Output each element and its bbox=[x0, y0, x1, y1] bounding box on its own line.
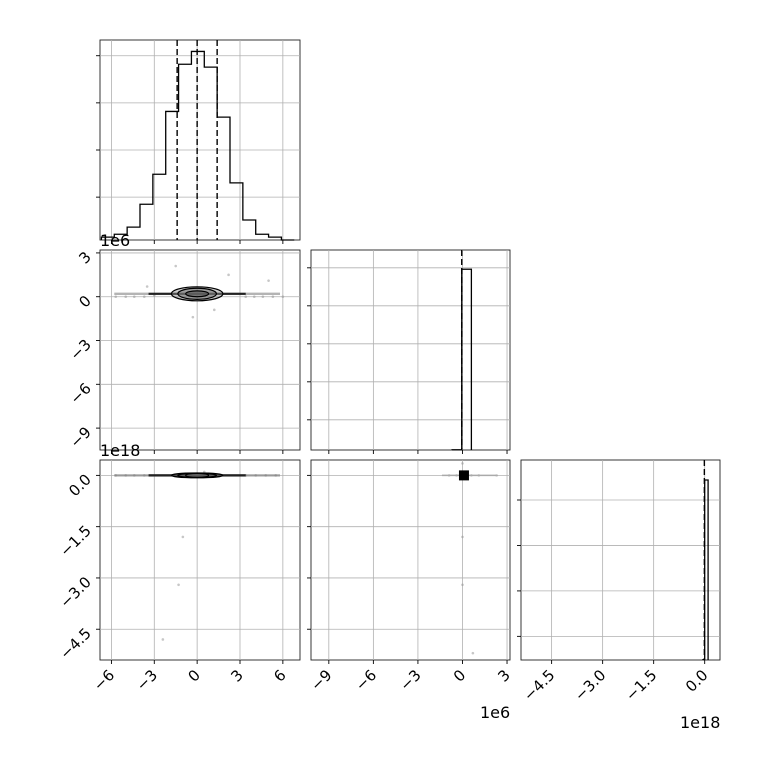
x-tick-label: −3 bbox=[396, 666, 424, 694]
x-tick-label: −6 bbox=[352, 666, 380, 694]
y-tick-label: 0.0 bbox=[65, 470, 95, 500]
panel-scatter-2-1 bbox=[307, 459, 511, 664]
y-tick-label: −3 bbox=[66, 336, 94, 364]
y-offset-label-row-1: 1e6 bbox=[100, 231, 130, 250]
panel-scatter-1-0: 3 0 −3 −6 −9 bbox=[66, 248, 301, 454]
scatter-point bbox=[161, 638, 165, 641]
panel-frame bbox=[310, 249, 511, 451]
panel-frame bbox=[99, 249, 301, 451]
scatter-point bbox=[181, 535, 185, 539]
histogram-step-line bbox=[100, 50, 295, 241]
scatter-point bbox=[471, 651, 475, 655]
scatter-point bbox=[461, 535, 464, 539]
scatter-point bbox=[281, 295, 285, 299]
x-tick-label: −3 bbox=[133, 666, 161, 694]
y-tick-label: −3.0 bbox=[56, 573, 94, 611]
density-core-marker bbox=[458, 470, 469, 481]
panel-scatter-2-0: 0.0 −1.5 −3.0 −4.5 bbox=[56, 459, 301, 664]
panel-hist-0 bbox=[96, 39, 301, 244]
scatter-point bbox=[124, 295, 128, 299]
scatter-point bbox=[142, 295, 146, 299]
scatter-point bbox=[114, 295, 118, 299]
x-offset-label-col-1: 1e6 bbox=[480, 703, 510, 722]
scatter-point bbox=[132, 295, 136, 299]
y-offset-label-row-2: 1e18 bbox=[100, 441, 140, 460]
y-tick-label: −9 bbox=[66, 423, 94, 451]
scatter-point bbox=[227, 273, 230, 277]
x-tick-label: 0 bbox=[184, 666, 203, 685]
scatter-point bbox=[271, 295, 275, 299]
y-tick-label: −4.5 bbox=[56, 624, 94, 662]
x-tick-label: −1.5 bbox=[622, 666, 660, 704]
y-tick-label: 3 bbox=[75, 248, 94, 267]
x-tick-label: −6 bbox=[90, 666, 118, 694]
y-tick-label: 0 bbox=[75, 292, 94, 311]
scatter-point bbox=[244, 295, 248, 299]
x-offset-label-col-2: 1e18 bbox=[680, 713, 720, 732]
panel-frame bbox=[520, 459, 721, 661]
scatter-point bbox=[212, 308, 216, 312]
scatter-point bbox=[461, 583, 464, 587]
panel-frame bbox=[99, 39, 301, 241]
x-tick-label: 6 bbox=[270, 666, 289, 685]
scatter-point bbox=[461, 462, 464, 465]
x-tick-label: 3 bbox=[494, 666, 513, 685]
scatter-point bbox=[145, 285, 149, 288]
density-contour bbox=[185, 290, 210, 298]
scatter-point bbox=[252, 295, 256, 299]
x-tick-label: 0.0 bbox=[682, 666, 712, 696]
density-contour bbox=[185, 472, 210, 478]
y-tick-label: −6 bbox=[66, 379, 94, 407]
scatter-point bbox=[261, 295, 265, 299]
x-tick-label: −9 bbox=[307, 666, 335, 694]
panel-frame bbox=[310, 459, 511, 661]
x-tick-label: −4.5 bbox=[520, 666, 558, 704]
scatter-point bbox=[495, 474, 498, 477]
scatter-point bbox=[267, 279, 270, 282]
scatter-point bbox=[174, 264, 178, 268]
panel-frame bbox=[99, 459, 301, 661]
x-tick-label: −3.0 bbox=[571, 666, 609, 704]
scatter-point bbox=[191, 315, 195, 319]
x-tick-label: 0 bbox=[450, 666, 469, 685]
y-tick-label: −1.5 bbox=[56, 522, 94, 560]
x-tick-label: 3 bbox=[227, 666, 246, 685]
scatter-point bbox=[177, 583, 180, 587]
panel-hist-1 bbox=[307, 249, 511, 454]
panel-hist-2 bbox=[517, 459, 721, 664]
